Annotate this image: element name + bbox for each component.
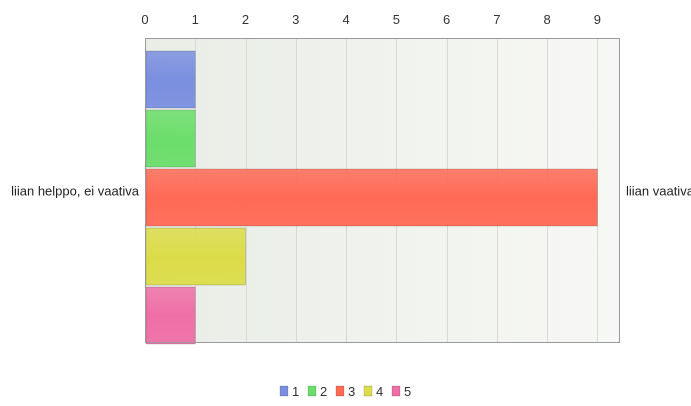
legend-swatch-1: [279, 385, 289, 397]
legend-label-1: 1: [292, 384, 299, 399]
legend-swatch-5: [391, 385, 401, 397]
right-category-label: liian vaativa: [626, 184, 691, 199]
legend-swatch-2: [307, 385, 317, 397]
bar-series-5: [145, 286, 196, 345]
x-tick-label: 6: [443, 12, 450, 27]
legend-swatch-3: [335, 385, 345, 397]
plot-border: [145, 38, 620, 343]
x-tick-label: 8: [543, 12, 550, 27]
legend: 1 2 3 4 5: [279, 384, 411, 399]
x-tick-label: 5: [393, 12, 400, 27]
x-axis-ticks: 0 1 2 3 4 5 6 7 8 9: [141, 12, 601, 27]
x-tick-label: 9: [594, 12, 601, 27]
legend-label-4: 4: [376, 384, 383, 399]
x-tick-label: 2: [242, 12, 249, 27]
legend-swatch-4: [363, 385, 373, 397]
x-tick-label: 0: [141, 12, 148, 27]
x-tick-label: 3: [292, 12, 299, 27]
bar-series-1: [145, 50, 196, 109]
legend-label-5: 5: [404, 384, 411, 399]
bar-series-4: [145, 227, 246, 286]
x-tick-label: 7: [493, 12, 500, 27]
left-category-label: liian helppo, ei vaativa: [11, 184, 140, 199]
legend-label-2: 2: [320, 384, 327, 399]
bar-series-3: [145, 168, 598, 227]
legend-label-3: 3: [348, 384, 355, 399]
x-tick-label: 4: [342, 12, 349, 27]
bars: [145, 50, 598, 345]
bar-series-2: [145, 109, 196, 168]
x-tick-label: 1: [192, 12, 199, 27]
